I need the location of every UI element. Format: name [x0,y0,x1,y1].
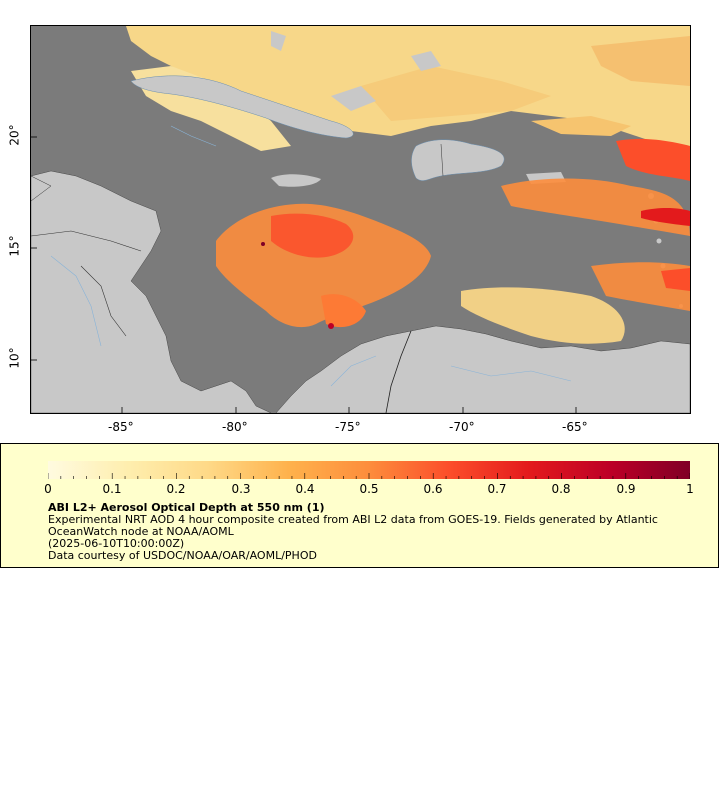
colorbar-label: 0.8 [551,482,571,496]
lat-tick-label: 20° [7,124,22,146]
land-jamaica [271,174,321,187]
lat-tick-label: 15° [7,235,22,257]
aerosol-plume-east [461,138,690,344]
legend-credit: Data courtesy of USDOC/NOAA/OAR/AOML/PHO… [48,549,317,562]
lon-tick-label: -70° [449,420,475,434]
colorbar-label: 0.7 [487,482,507,496]
colorbar-label: 0.2 [166,482,186,496]
map-canvas [31,26,690,413]
borders [31,143,444,202]
legend-date: (2025-06-10T10:00:00Z) [48,537,185,550]
land-hispaniola [411,139,505,181]
map-frame[interactable] [30,25,691,414]
land-central-america [31,170,272,413]
colorbar-label: 0 [44,482,52,496]
colorbar-label: 0.5 [359,482,379,496]
land-cuba [130,75,354,139]
legend-box: 0 0.1 0.2 0.3 0.4 0.5 0.6 0.7 0.8 0.9 1 … [0,443,719,568]
colorbar-label: 0.3 [231,482,251,496]
frame-ticks [31,136,577,413]
lat-tick-label: 10° [7,347,22,369]
colorbar-label: 0.6 [423,482,443,496]
lon-tick-label: -80° [222,420,248,434]
land-south-america [275,325,690,413]
colorbar-label: 0.9 [616,482,636,496]
colorbar [48,461,690,479]
lon-tick-label: -75° [335,420,361,434]
legend-title: ABI L2+ Aerosol Optical Depth at 550 nm … [48,501,325,514]
colorbar-label: 1 [686,482,694,496]
legend-description: Experimental NRT AOD 4 hour composite cr… [48,513,658,538]
aerosol-plume-central [216,203,431,329]
rivers [50,125,572,387]
lon-tick-label: -65° [562,420,588,434]
colorbar-label: 0.1 [102,482,122,496]
lon-tick-label: -85° [108,420,134,434]
colorbar-label: 0.4 [295,482,315,496]
